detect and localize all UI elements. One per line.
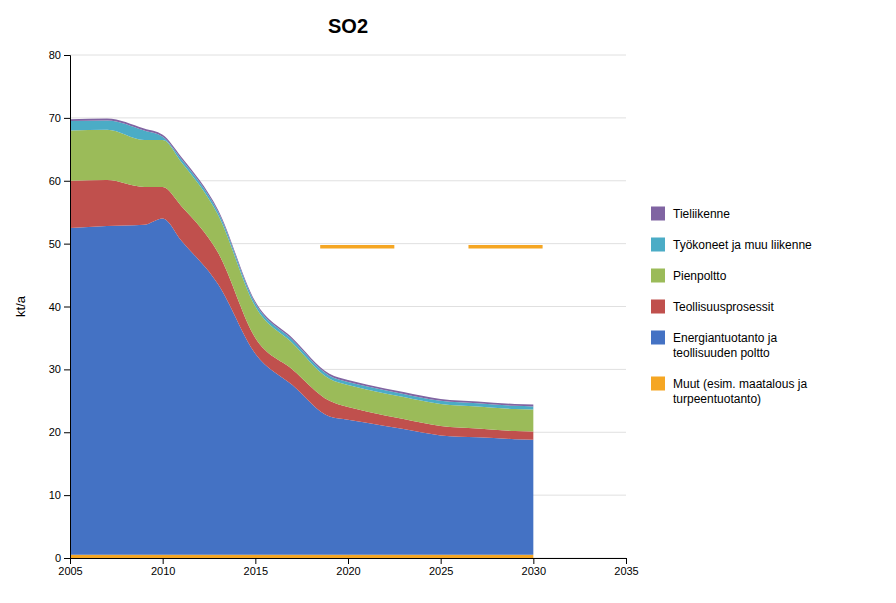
tick-mark bbox=[64, 432, 70, 433]
legend-swatch bbox=[651, 331, 665, 345]
legend-item: Työkoneet ja muu liikenne bbox=[651, 238, 812, 252]
tick-mark bbox=[64, 181, 70, 182]
tick: 60 bbox=[49, 175, 70, 187]
legend-swatch bbox=[651, 238, 665, 252]
tick-mark bbox=[64, 558, 70, 559]
tick-label: 0 bbox=[55, 552, 61, 564]
tick-label: 30 bbox=[49, 363, 61, 375]
legend-swatch bbox=[651, 300, 665, 314]
tick: 2035 bbox=[614, 558, 638, 577]
tick-mark bbox=[533, 558, 534, 564]
legend-swatch bbox=[651, 377, 665, 391]
tick-label: 60 bbox=[49, 175, 61, 187]
y-axis-label: kt/a bbox=[13, 295, 28, 317]
y-axis: 0 10 20 30 40 50 60 70 80 bbox=[49, 49, 71, 564]
tick-mark bbox=[441, 558, 442, 564]
plot: 2005201020152020202520302035010203040506… bbox=[49, 49, 639, 577]
tick: 70 bbox=[49, 112, 70, 124]
tick-label: 50 bbox=[49, 238, 61, 250]
tick-label: 80 bbox=[49, 49, 61, 61]
tick-label: 2025 bbox=[429, 565, 453, 577]
tick-label: 2020 bbox=[336, 565, 360, 577]
title: SO2 bbox=[328, 15, 368, 37]
tick-mark bbox=[64, 244, 70, 245]
legend-item: Muut (esim. maatalous jaturpeentuotanto) bbox=[651, 377, 807, 406]
legend-label: Energiantuotanto jateollisuuden poltto bbox=[673, 331, 777, 360]
chart: 2005201020152020202520302035010203040506… bbox=[0, 0, 896, 603]
x-axis: 2005 2010 2015 2020 2025 2030 2035 bbox=[58, 558, 638, 577]
tick-mark bbox=[626, 558, 627, 564]
tick: 2030 bbox=[522, 558, 546, 577]
legend-swatch bbox=[651, 269, 665, 283]
tick: 2010 bbox=[151, 558, 175, 577]
legend-label: Muut (esim. maatalous jaturpeentuotanto) bbox=[673, 377, 807, 406]
area bbox=[70, 120, 533, 409]
tick: 10 bbox=[49, 489, 70, 501]
legend-item: Teollisuusprosessit bbox=[651, 300, 774, 314]
tick-label: 2035 bbox=[614, 565, 638, 577]
legend-swatch bbox=[651, 207, 665, 221]
tick-label: 2005 bbox=[58, 565, 82, 577]
tick-mark bbox=[64, 307, 70, 308]
legend: Tieliikenne Työkoneet ja muu liikenne Pien… bbox=[651, 207, 812, 406]
tick-label: 2010 bbox=[151, 565, 175, 577]
tick-label: 10 bbox=[49, 489, 61, 501]
tick-label: 2015 bbox=[244, 565, 268, 577]
tick: 2025 bbox=[429, 558, 453, 577]
tick-mark bbox=[64, 369, 70, 370]
grid bbox=[70, 55, 626, 558]
tick-mark bbox=[64, 55, 70, 56]
tick: 80 bbox=[49, 49, 70, 61]
tick: 50 bbox=[49, 238, 70, 250]
tick-label: 40 bbox=[49, 301, 61, 313]
axis-line bbox=[71, 559, 627, 565]
area bbox=[70, 130, 533, 432]
area bbox=[70, 555, 533, 558]
legend-item: Tieliikenne bbox=[651, 207, 730, 221]
tick: 2020 bbox=[336, 558, 360, 577]
tick: 2015 bbox=[244, 558, 268, 577]
tick-mark bbox=[348, 558, 349, 564]
legend-label: Työkoneet ja muu liikenne bbox=[673, 238, 812, 252]
tick: 20 bbox=[49, 426, 70, 438]
tick-label: 20 bbox=[49, 426, 61, 438]
tick: 0 bbox=[55, 552, 70, 564]
tick: 2005 bbox=[58, 558, 82, 577]
tick-label: 2030 bbox=[522, 565, 546, 577]
legend-item: Pienpoltto bbox=[651, 269, 727, 283]
tick-mark bbox=[163, 558, 164, 564]
marks bbox=[70, 119, 543, 558]
tick-mark bbox=[64, 495, 70, 496]
axis-line bbox=[64, 56, 71, 559]
legend-item: Energiantuotanto jateollisuuden poltto bbox=[651, 331, 777, 360]
legend-label: Pienpoltto bbox=[673, 269, 727, 283]
tick: 40 bbox=[49, 301, 70, 313]
legend-label: Teollisuusprosessit bbox=[673, 300, 774, 314]
legend-label: Tieliikenne bbox=[673, 207, 730, 221]
area bbox=[70, 119, 533, 407]
grid-line bbox=[70, 117, 626, 118]
tick-mark bbox=[255, 558, 256, 564]
reference-line bbox=[320, 245, 394, 249]
reference-line bbox=[468, 245, 542, 249]
tick-label: 70 bbox=[49, 112, 61, 124]
tick-mark bbox=[64, 118, 70, 119]
grid-line bbox=[70, 55, 626, 56]
tick: 30 bbox=[49, 363, 70, 375]
